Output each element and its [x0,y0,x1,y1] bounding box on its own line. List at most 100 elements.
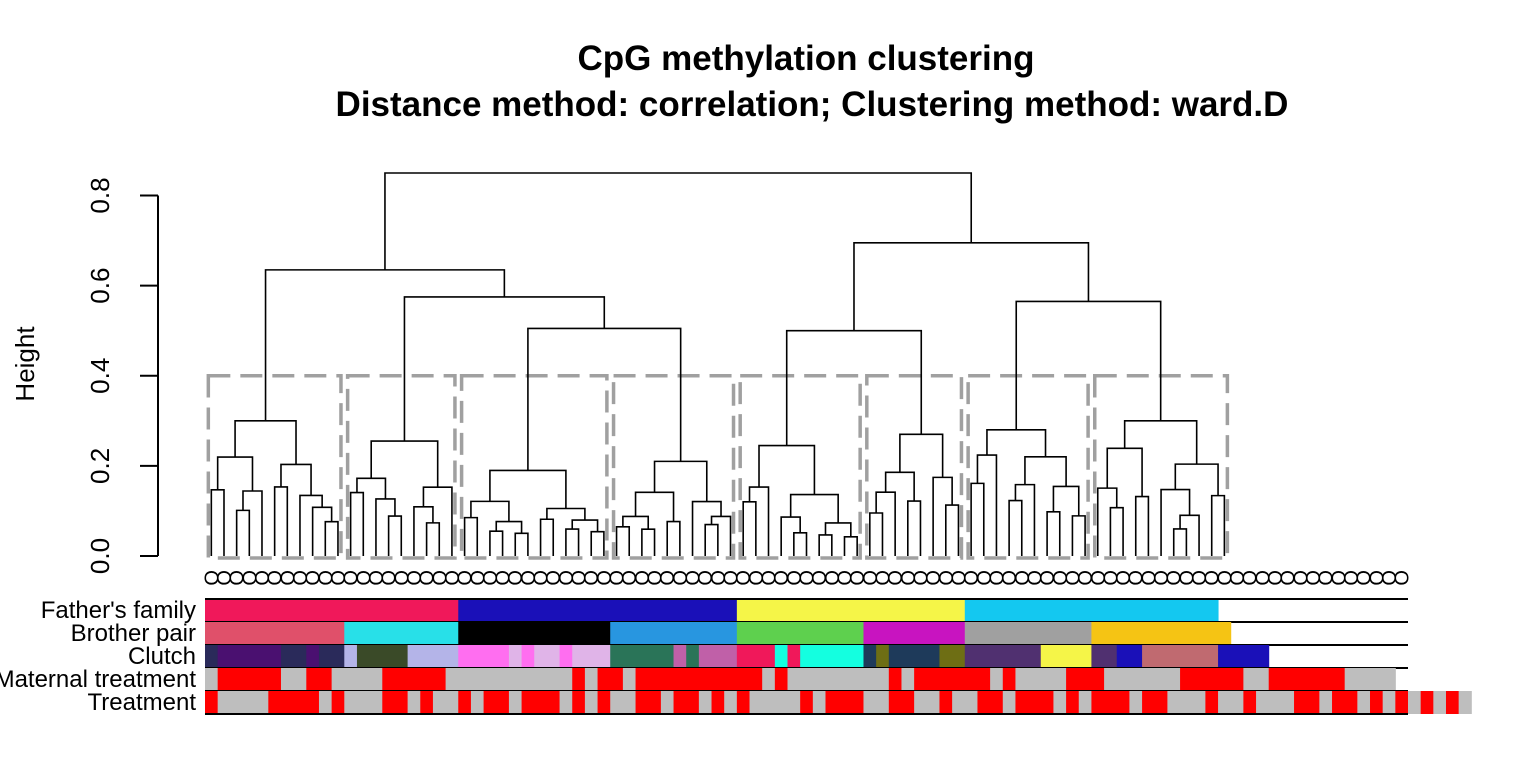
track-segment [280,668,307,691]
track-segment [964,645,1042,668]
track-segment [686,645,700,668]
track-segment [268,691,320,714]
track-segment [432,691,459,714]
dendrogram-link [546,507,586,521]
track-segment [1142,691,1168,714]
leaf-label: O [670,570,692,586]
track-segment [217,645,282,668]
leaf-label: O [455,570,477,586]
track-segment [318,691,333,714]
leaf-label: O [1392,570,1414,586]
track-segment [622,668,637,691]
dendrogram-link [1014,483,1036,556]
leaf-label: O [1037,570,1059,586]
leaf-label: O [1138,570,1160,586]
track-segment [597,691,611,714]
track-segment [1116,645,1143,668]
track-segment [914,691,940,714]
track-segment [217,691,269,714]
track-segment [306,645,320,668]
y-tick-label: 0.8 [85,177,115,213]
dendrogram-link [1096,487,1118,556]
dendrogram-link [242,490,263,556]
track-segment [407,645,459,668]
dendrogram-link [324,520,339,556]
track-segment [800,691,814,714]
track-segment [344,645,358,668]
dendrogram-link [970,482,985,556]
dendrogram-link [1071,515,1086,556]
dendrogram-link [944,504,960,556]
track-segment [698,691,713,714]
dendrogram-link [1174,463,1219,496]
track-segment [1091,691,1130,714]
track-segment [470,691,485,714]
track-segment [1408,691,1422,714]
leaf-label: O [366,570,388,586]
track-segment [1433,691,1447,714]
dendrogram-link [986,429,1047,457]
track-segment [1002,668,1016,691]
cluster-cut-box [345,374,457,560]
leaf-label: O [974,570,996,586]
leaf-label: O [936,570,958,586]
cluster-cut-box [738,374,862,560]
track-segment [964,599,1219,622]
leaf-label: O [315,570,337,586]
track-segment [205,599,459,622]
dendrogram-link [370,440,439,488]
leaf-label: O [252,570,274,586]
leaf-label: O [442,570,464,586]
leaf-label: O [1316,570,1338,586]
dendrogram-link [748,486,770,556]
dendrogram-link [634,491,675,522]
track-segment [1256,691,1295,714]
track-segment [673,645,687,668]
track-segment [445,668,573,691]
track-segment [1104,668,1181,691]
track-segment [711,691,725,714]
track-segment [749,691,801,714]
leaf-label: O [480,570,502,586]
leaf-labels: OOOOOOOOOOOOOOOOOOOOOOOOOOOOOOOOOOOOOOOO… [201,570,1413,586]
track-segment [876,645,890,668]
y-tick-label: 0.6 [85,268,115,304]
leaf-label: O [1062,570,1084,586]
y-tick-label: 0.0 [85,538,115,574]
leaf-label: O [898,570,920,586]
dendrogram-link [264,269,506,421]
track-segment [1091,622,1232,645]
leaf-label: O [328,570,350,586]
leaf-label: O [1328,570,1350,586]
track-segment [205,645,219,668]
leaf-label: O [708,570,730,586]
dendrogram-link [1160,488,1191,556]
track-segment [901,668,915,691]
track-segment [990,668,1004,691]
track-segment [977,691,1004,714]
track-segment [1053,691,1067,714]
leaf-label: O [695,570,717,586]
dendrogram-link [384,172,973,270]
leaf-label: O [872,570,894,586]
track-segment [420,691,434,714]
leaf-label: O [518,570,540,586]
leaf-label: O [467,570,489,586]
leaf-label: O [733,570,755,586]
track-segment [559,691,573,714]
track-segment [610,645,675,668]
leaf-label: O [1290,570,1312,586]
leaf-label: O [1050,570,1072,586]
cluster-cut-box [865,374,964,560]
track-segment [407,691,421,714]
leaf-label: O [277,570,299,586]
leaf-label: O [493,570,515,586]
track-segment [825,691,864,714]
track-segment [382,691,409,714]
track-segment [1458,691,1472,714]
leaf-label: O [391,570,413,586]
dendrogram-link [311,506,333,556]
track-segment [584,668,599,691]
leaf-label: O [1126,570,1148,586]
